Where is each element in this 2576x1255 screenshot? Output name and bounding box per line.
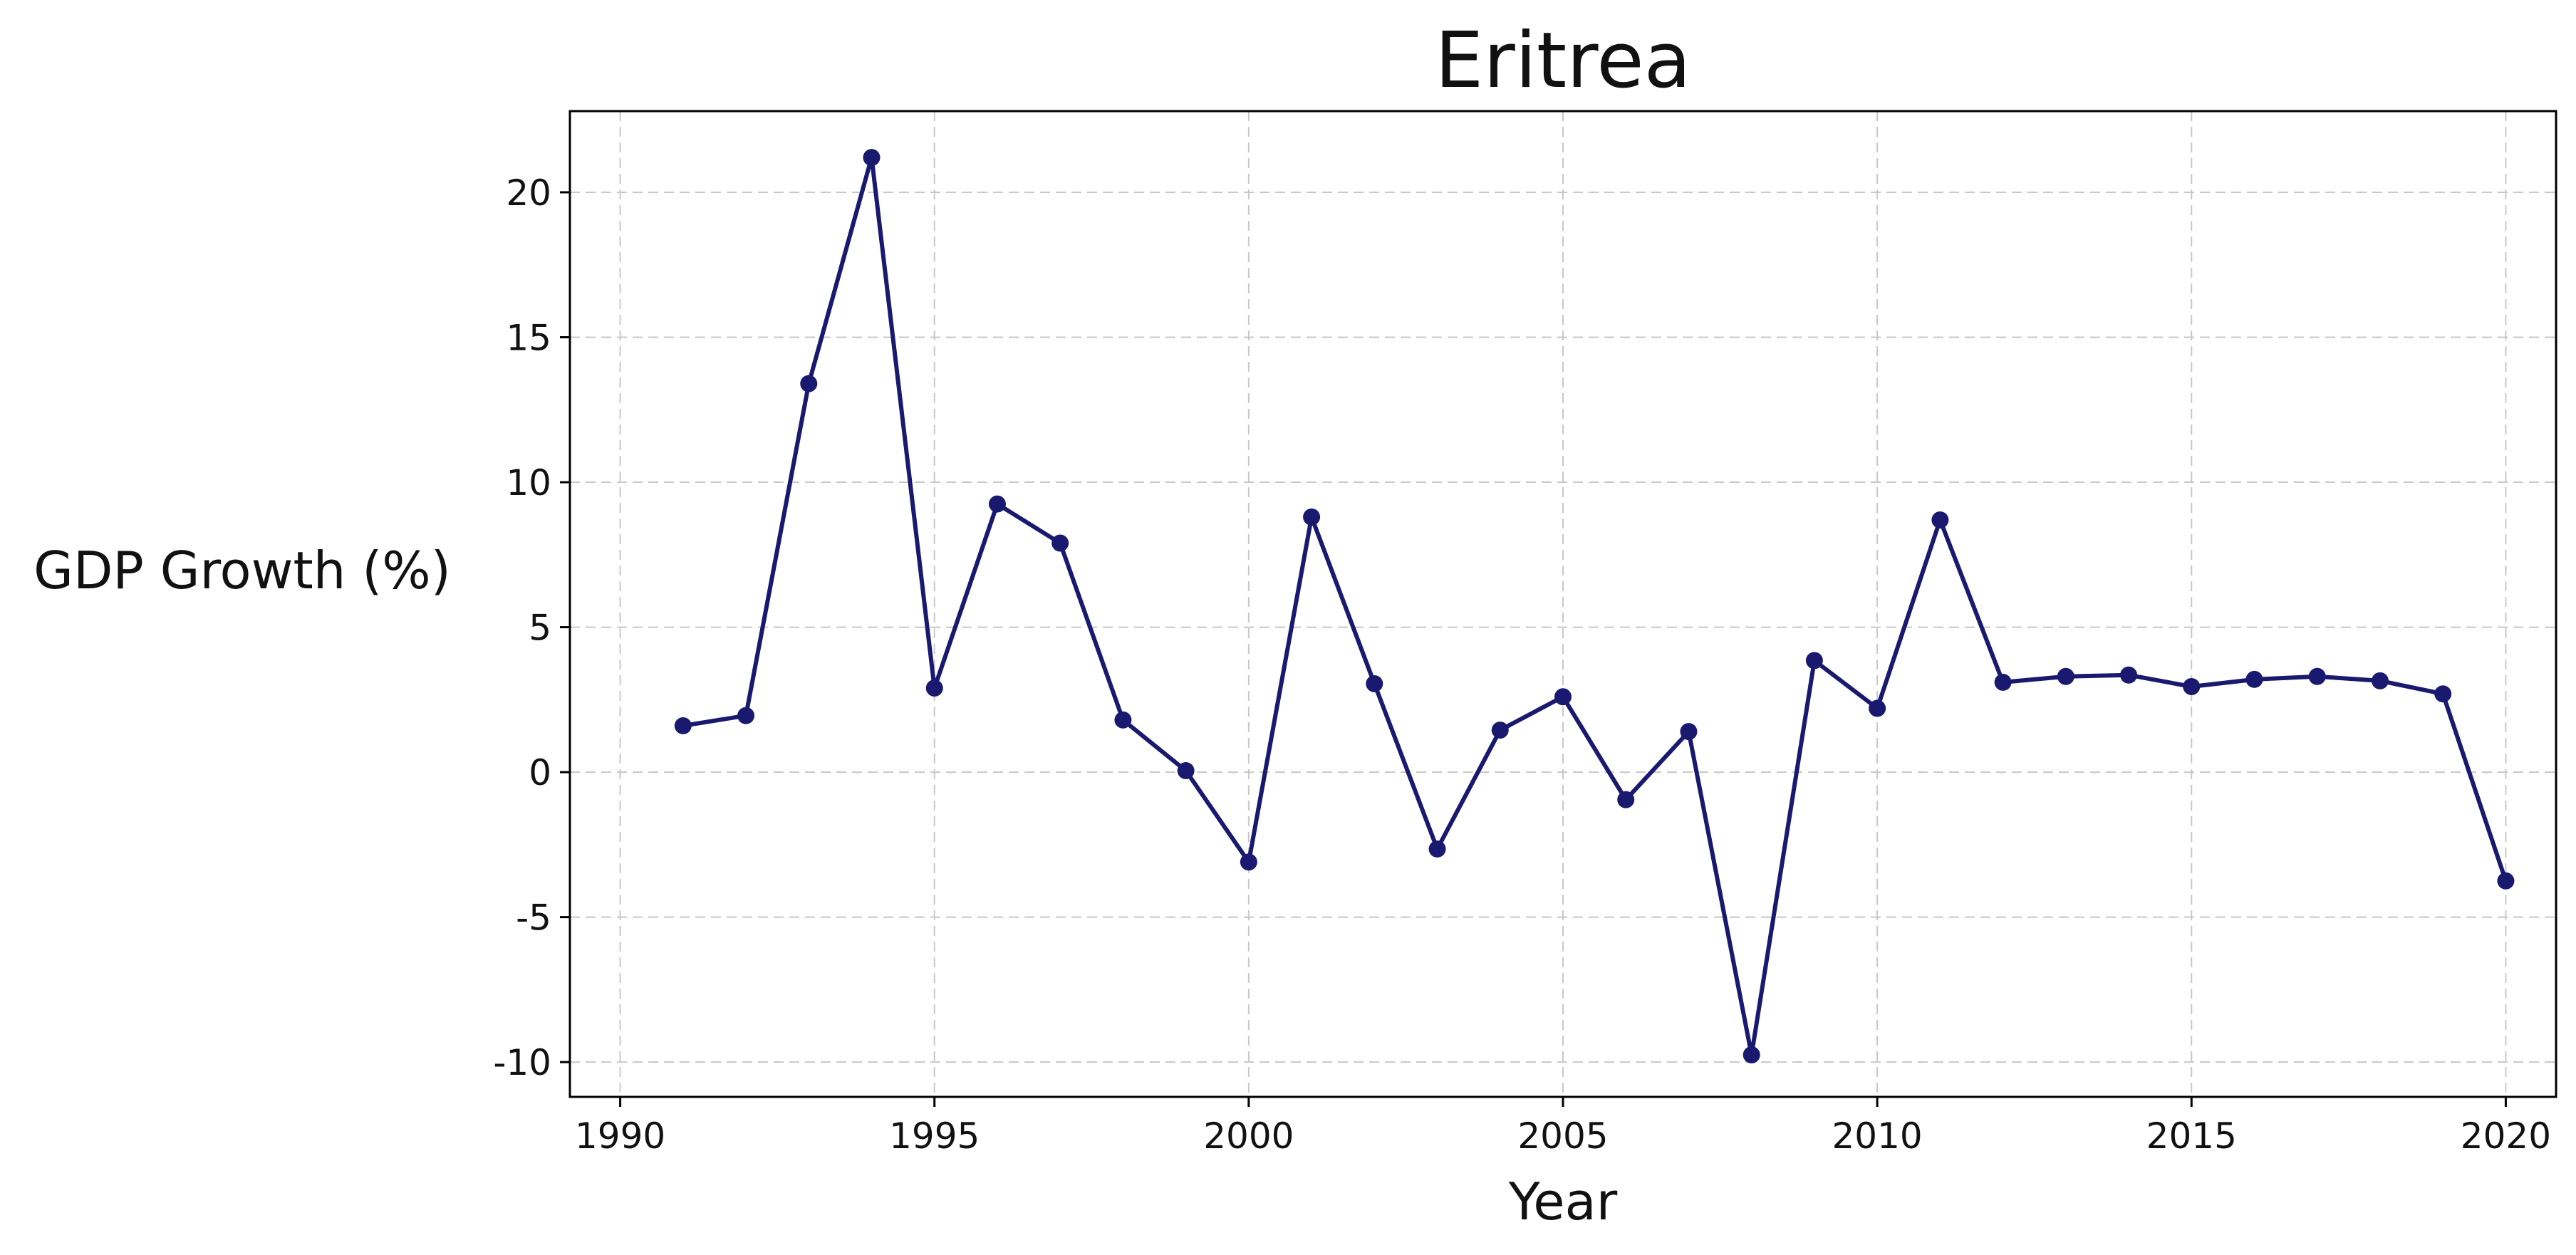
data-point-marker [1240,853,1257,871]
data-point-marker [674,717,692,734]
data-point-marker [2183,678,2201,696]
data-point-marker [1869,699,1886,717]
data-point-marker [2371,672,2389,689]
y-tick-label: 15 [506,318,551,359]
x-tick-label: 2005 [1517,1115,1608,1157]
x-tick-label: 2020 [2461,1115,2551,1157]
x-axis-label: Year [1508,1172,1618,1231]
y-tick-label: 5 [529,608,551,649]
x-tick-label: 2000 [1203,1115,1294,1157]
data-point-marker [1177,762,1195,780]
data-point-marker [1051,534,1069,552]
data-point-marker [1805,652,1823,670]
grid-lines [570,111,2556,1097]
series-layer [674,149,2515,1063]
data-point-marker [800,375,818,392]
data-point-marker [1743,1046,1760,1063]
data-point-marker [925,679,943,697]
y-tick-label: -10 [493,1042,551,1083]
data-point-marker [1491,722,1509,739]
x-tick-label: 1995 [889,1115,980,1157]
gdp-growth-series-line [680,155,2508,1057]
axis-ticks: 1990 1995 2000 2005 2010 2015 2020 -10 -5 0 5 10 15 2… [493,172,2551,1157]
data-point-marker [863,149,881,167]
data-point-marker [1994,673,2012,691]
data-point-marker [2434,685,2452,703]
y-tick-label: 20 [506,172,551,214]
data-point-marker [2120,666,2138,684]
chart-title: Eritrea [1435,16,1691,105]
x-tick-label: 1990 [575,1115,665,1157]
data-point-marker [2497,872,2515,890]
data-point-marker [1114,711,1132,729]
y-tick-label: 10 [506,462,551,504]
y-axis-label: GDP Growth (%) [33,541,451,600]
data-point-marker [1428,840,1446,858]
data-point-marker [2308,667,2326,685]
data-point-marker [1680,723,1698,741]
x-tick-label: 2015 [2146,1115,2237,1157]
data-point-marker [1303,508,1321,526]
data-point-marker [2057,667,2074,685]
y-tick-label: -5 [516,897,551,939]
data-point-marker [988,495,1006,513]
data-point-marker [1554,688,1572,706]
x-tick-label: 2010 [1832,1115,1923,1157]
y-tick-label: 0 [529,752,551,793]
data-point-marker [2245,670,2263,688]
data-point-marker [1366,675,1383,692]
data-point-marker [737,707,755,724]
data-point-marker [1617,791,1635,808]
data-point-marker [1931,511,1949,528]
